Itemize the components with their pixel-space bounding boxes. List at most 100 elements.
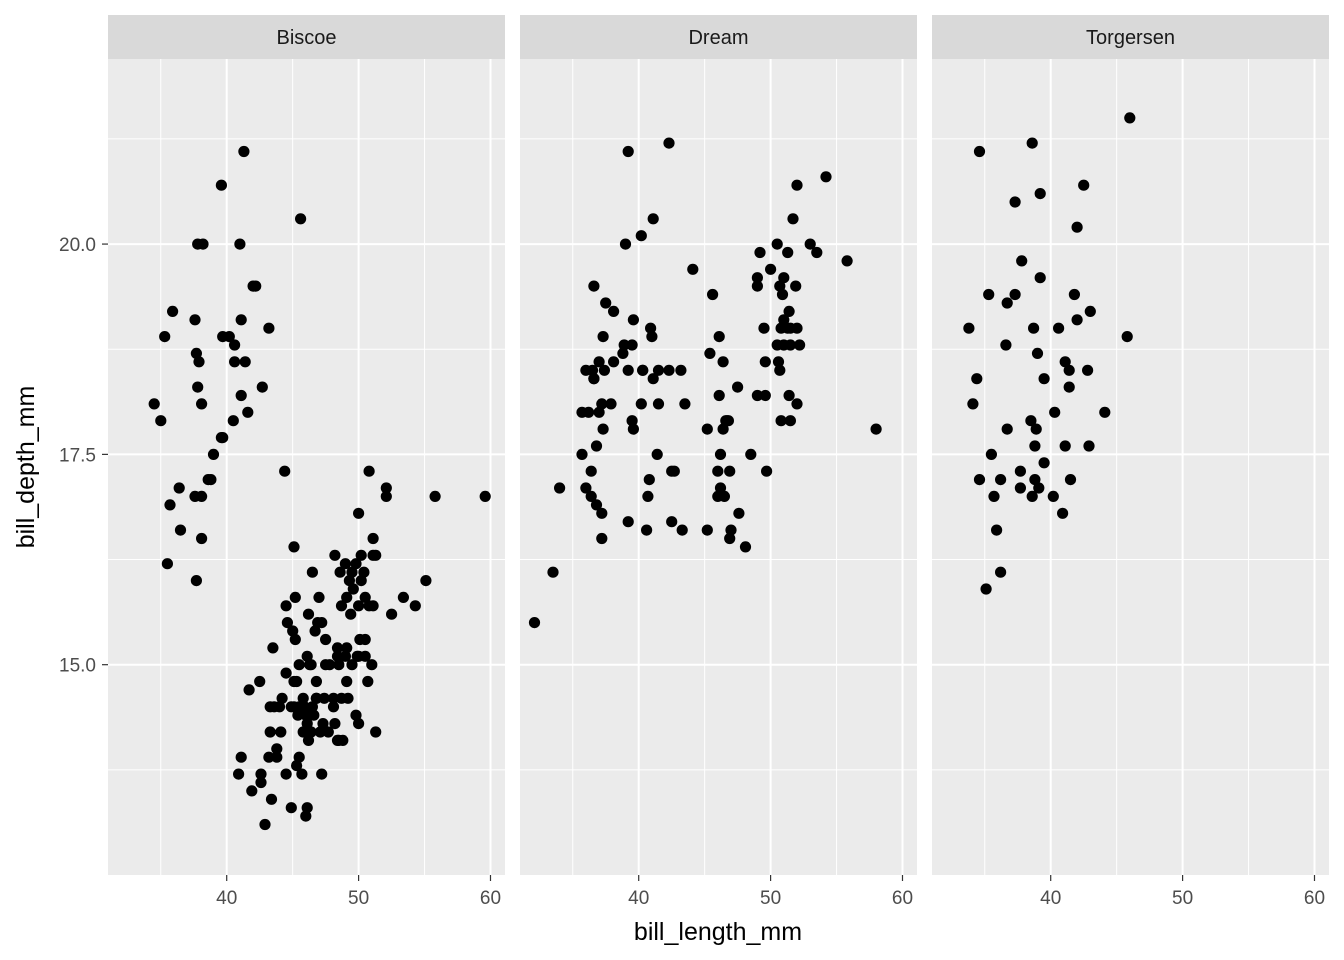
data-point: 41.5, 18.5 <box>652 364 665 376</box>
data-point: 38.5, 17.9 <box>1025 415 1037 427</box>
data-point: 40.8, 17.2 <box>643 474 655 486</box>
data-point: 35.5, 16.2 <box>161 558 173 570</box>
data-point: 48.1, 14.5 <box>327 701 340 713</box>
data-point: 38.2, 20 <box>197 238 209 250</box>
data-point: 43.3, 16.6 <box>676 524 688 536</box>
data-point: 41, 18.9 <box>646 331 658 343</box>
data-point: 44.2, 14.6 <box>276 692 288 704</box>
data-point: 45.7, 13.7 <box>296 768 308 780</box>
data-point: 37.7, 17.3 <box>1014 465 1026 477</box>
data-point: 47.7, 14.2 <box>322 726 334 738</box>
data-point: 37.2, 16.8 <box>596 507 608 519</box>
data-point: 45.5, 15 <box>293 659 305 671</box>
data-point: 50.9, 19.4 <box>776 288 789 301</box>
data-point: 48.7, 15.7 <box>335 600 348 612</box>
facet-strip <box>108 15 505 59</box>
data-point: 35.7, 17 <box>988 490 1000 502</box>
data-point: 39.1, 17.1 <box>1033 482 1045 494</box>
data-point: 53.4, 15.8 <box>397 591 409 604</box>
data-point: 40.9, 19 <box>645 322 657 334</box>
data-point: 42.2, 19.5 <box>250 280 262 292</box>
data-point: 44.1, 14.2 <box>275 726 287 738</box>
x-tick-label: 50 <box>760 888 781 909</box>
data-point: 51.1, 15.7 <box>367 600 379 612</box>
data-point: 49.1, 15.2 <box>341 642 353 654</box>
data-point: 48.7, 14.6 <box>335 692 348 704</box>
y-axis-title: bill_depth_mm <box>12 386 40 549</box>
data-point: 50.8, 17.9 <box>775 415 787 427</box>
data-point: 37.9, 18.1 <box>605 398 617 410</box>
data-point: 47.5, 15.3 <box>320 633 332 646</box>
data-point: 49.8, 14.4 <box>350 709 362 721</box>
data-point: 42.9, 13.1 <box>259 818 271 831</box>
data-point: 34.6, 21.1 <box>973 145 986 158</box>
data-point: 47.8, 15 <box>324 659 336 671</box>
data-point: 42.6, 13.7 <box>255 768 267 780</box>
data-point: 49.8, 16.2 <box>350 558 362 570</box>
data-point: 46, 17 <box>712 490 724 502</box>
data-point: 46.4, 14.2 <box>305 726 317 738</box>
data-point: 43.8, 13.9 <box>271 751 283 763</box>
data-point: 47.4, 14.6 <box>318 692 330 704</box>
data-point: 59.6, 17 <box>479 490 491 502</box>
data-point: 44.5, 15.7 <box>280 600 292 612</box>
facet-biscoe: Biscoe 41.3, 21.1 39.6, 20.7 45.6, 20.3 37.8… <box>108 15 505 909</box>
facet-strip <box>932 15 1329 59</box>
data-point: 50.6, 18.6 <box>772 356 785 368</box>
data-point: 40.7, 17 <box>642 490 654 502</box>
data-point: 45.8, 18.9 <box>1121 331 1133 343</box>
data-point: 45.2, 17.8 <box>701 423 713 435</box>
data-point: 39.2, 19.6 <box>1034 272 1046 284</box>
data-point: 41.5, 17.2 <box>1064 474 1077 486</box>
data-point: 46.7, 15.4 <box>309 625 321 637</box>
data-point: 45.5, 14.5 <box>293 701 305 713</box>
data-point: 45.1, 14.8 <box>288 675 300 688</box>
data-point: 36.2, 18 <box>583 406 595 418</box>
data-point: 35.9, 19.2 <box>167 305 179 317</box>
data-point: 39.6, 19.1 <box>627 314 640 326</box>
x-tick-label: 50 <box>1172 888 1193 909</box>
data-point: 51.3, 16.3 <box>370 549 382 561</box>
data-point: 39, 18.7 <box>1031 347 1044 359</box>
facet-strip-label: Biscoe <box>276 27 336 49</box>
data-point: 47.3, 14.3 <box>317 718 329 730</box>
data-point: 35.7, 17.5 <box>576 448 588 460</box>
data-point: 50, 19.7 <box>765 263 777 275</box>
data-point: 46.2, 17.1 <box>714 482 727 494</box>
data-point: 39.5, 18.4 <box>1038 373 1050 385</box>
x-tick-label: 40 <box>628 888 649 909</box>
data-point: 46.5, 16.1 <box>306 566 318 578</box>
data-point: 43.3, 14.2 <box>264 726 276 738</box>
data-point: 44.5, 14.9 <box>280 667 292 679</box>
data-point: 35.1, 15.9 <box>980 583 992 595</box>
data-point: 37.5, 19.3 <box>600 297 612 309</box>
data-point: 46, 17.3 <box>712 465 724 477</box>
data-point: 41.1, 18.6 <box>1059 356 1071 368</box>
data-point: 46.1, 13.3 <box>301 802 313 814</box>
data-point: 41.4, 17.5 <box>651 448 663 460</box>
data-point: 44.5, 13.7 <box>280 768 292 780</box>
data-point: 33.8, 19 <box>963 322 975 334</box>
data-point: 54.2, 20.8 <box>820 171 832 183</box>
data-point: 40.2, 18.9 <box>223 331 235 343</box>
data-point: 36.8, 16.9 <box>590 499 603 511</box>
data-point: 45.2, 15.8 <box>289 591 301 604</box>
data-point: 46.2, 17.5 <box>714 448 727 460</box>
data-point: 38.6, 21.2 <box>1026 137 1038 149</box>
data-point: 51.5, 19 <box>784 322 797 334</box>
data-point: 38.8, 17.2 <box>205 474 217 486</box>
data-point: 34.6, 17.2 <box>973 474 986 486</box>
data-point: 41.8, 19.4 <box>1068 288 1080 301</box>
data-point: 37.6, 19.1 <box>189 314 201 326</box>
data-point: 40.3, 18.5 <box>637 364 649 376</box>
data-point: 46.1, 18.9 <box>713 331 725 343</box>
data-point: 38.7, 19 <box>1028 322 1040 334</box>
data-point: 37.2, 18.1 <box>596 398 608 410</box>
data-point: 46.4, 17.8 <box>717 423 729 435</box>
data-point: 43.2, 13.9 <box>263 751 275 763</box>
data-point: 39.5, 18.8 <box>626 339 638 351</box>
data-point: 36.5, 16.6 <box>174 524 187 536</box>
data-point: 45.2, 15.3 <box>289 633 301 646</box>
data-point: 38.1, 18.1 <box>196 398 208 410</box>
data-point: 47.6, 16.8 <box>733 507 745 519</box>
